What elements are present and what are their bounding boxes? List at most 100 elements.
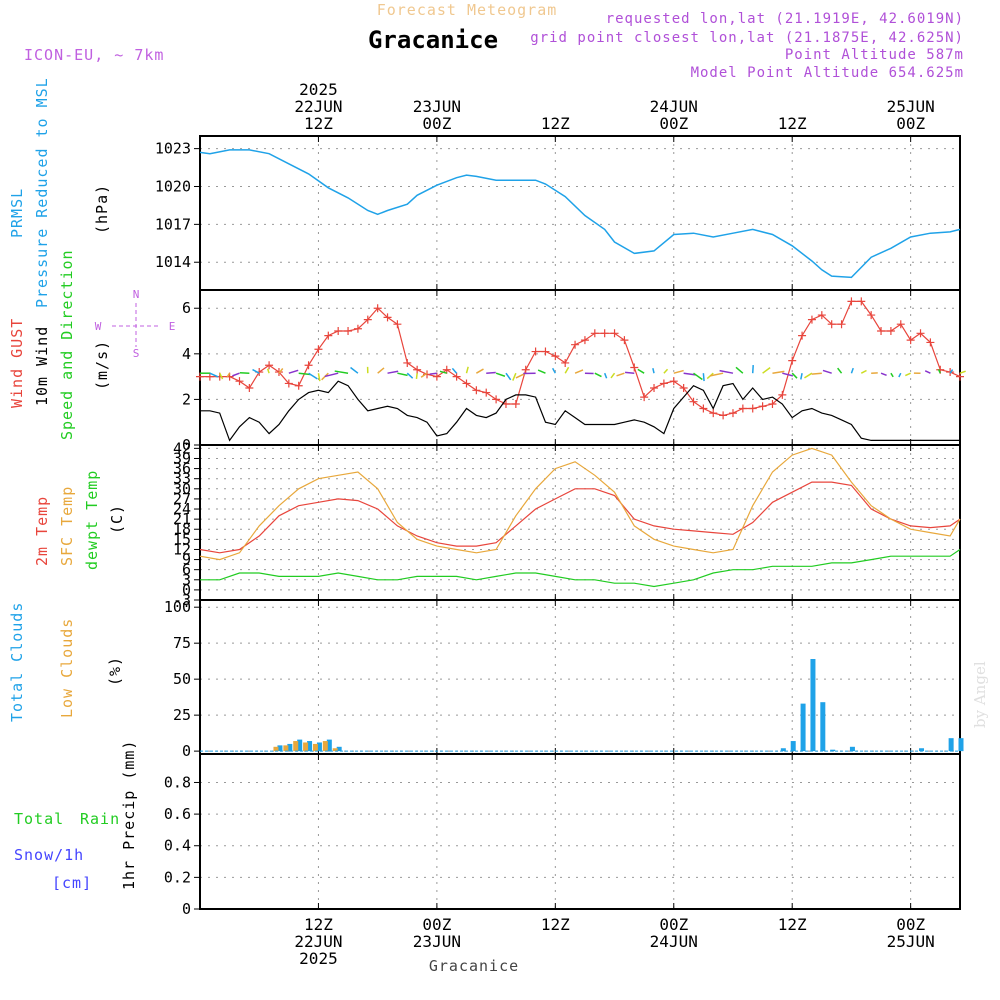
wind-arrow bbox=[937, 369, 941, 374]
wind-arrow bbox=[537, 369, 546, 374]
wind-arrow bbox=[702, 373, 705, 382]
wind-arrow bbox=[397, 372, 408, 377]
temp-tick-label: 24 bbox=[173, 500, 191, 518]
wind-arrow bbox=[663, 368, 669, 374]
temp-tick-label: 18 bbox=[173, 520, 191, 538]
wind-arrow bbox=[924, 370, 931, 374]
wind-arrow bbox=[377, 367, 385, 374]
top-time-label: 12Z bbox=[304, 114, 333, 133]
wind-arrow bbox=[298, 372, 311, 376]
wind-arrow bbox=[782, 372, 794, 377]
cloud-label-low: Low Clouds bbox=[58, 618, 76, 718]
gust-point bbox=[689, 397, 698, 406]
gust-point bbox=[768, 399, 777, 408]
cloud-tick-label: 75 bbox=[173, 634, 191, 652]
cloud-bar bbox=[830, 749, 836, 752]
gust-point bbox=[650, 384, 659, 393]
wind-arrow bbox=[406, 372, 414, 379]
temp-tick-label: 30 bbox=[173, 480, 191, 498]
cloud-labels: Total Clouds Low Clouds (%) bbox=[8, 602, 124, 722]
gust-point bbox=[709, 409, 718, 418]
wind-tick-label: 2 bbox=[182, 390, 191, 408]
precip-tick-label: 0.6 bbox=[164, 805, 191, 823]
gust-point bbox=[482, 388, 491, 397]
top-time-label: 22JUN bbox=[294, 97, 342, 116]
top-time-label: 00Z bbox=[659, 114, 688, 133]
precip-tick-label: 0.2 bbox=[164, 868, 191, 886]
wind-arrow bbox=[226, 372, 231, 378]
location-title: Gracanice bbox=[368, 26, 498, 54]
wind-arrow bbox=[334, 370, 349, 374]
precip-label-snow: Snow/1h bbox=[14, 846, 84, 864]
wind-arrow bbox=[551, 367, 556, 374]
wind-arrow bbox=[905, 372, 911, 377]
wind-arrow bbox=[252, 368, 260, 374]
wind-arrow bbox=[308, 372, 318, 380]
wind-arrow bbox=[415, 373, 418, 380]
point-altitude: Point Altitude 587m bbox=[785, 47, 964, 63]
footer-location: Gracanice bbox=[429, 957, 519, 975]
series-2m-temp bbox=[199, 481, 961, 554]
gust-point bbox=[679, 384, 688, 393]
gust-point bbox=[245, 384, 254, 393]
gust-point bbox=[610, 329, 619, 338]
plots: 10141017102010230246-3036912151821242730… bbox=[155, 80, 966, 968]
bottom-time-label: 00Z bbox=[896, 915, 925, 934]
gust-point bbox=[344, 327, 353, 336]
gust-point bbox=[403, 358, 412, 367]
credit: by Angel bbox=[971, 661, 989, 728]
top-time-label: 00Z bbox=[422, 114, 451, 133]
compass-s: S bbox=[133, 347, 140, 360]
cloud-bar bbox=[790, 741, 796, 752]
wind-arrow bbox=[232, 372, 240, 377]
wind-arrow bbox=[610, 372, 616, 379]
wind-arrow bbox=[512, 372, 517, 381]
requested-coords: requested lon,lat (21.1919E, 42.6019N) bbox=[606, 11, 964, 27]
temp-label-dewpt: dewpt Temp bbox=[83, 470, 101, 570]
gust-point bbox=[837, 320, 846, 329]
gust-point bbox=[758, 402, 767, 411]
cloud-bar bbox=[322, 741, 328, 752]
gust-point bbox=[867, 311, 876, 320]
cloud-bar bbox=[312, 743, 318, 752]
gust-point bbox=[956, 372, 964, 381]
pressure-label-prmsl: PRMSL bbox=[8, 188, 26, 238]
temp-tick-label: 15 bbox=[173, 530, 191, 548]
gust-point bbox=[788, 356, 797, 365]
cloud-bar bbox=[336, 746, 342, 752]
gust-point bbox=[472, 386, 481, 395]
gust-point bbox=[541, 347, 550, 356]
cloud-bar bbox=[849, 746, 855, 752]
precip-label-rain: Rain bbox=[80, 810, 120, 828]
gust-point bbox=[748, 404, 757, 413]
gust-point bbox=[827, 320, 836, 329]
wind-arrow bbox=[898, 372, 902, 378]
cloud-bar bbox=[287, 743, 293, 752]
wind-arrow bbox=[219, 372, 224, 380]
gust-point bbox=[314, 345, 323, 354]
temp-tick-label: 21 bbox=[173, 510, 191, 528]
temp-tick-label: 0 bbox=[182, 581, 191, 599]
wind-arrow bbox=[324, 372, 339, 378]
wind-arrow bbox=[625, 371, 635, 374]
series-sfc-temp bbox=[199, 447, 961, 561]
gust-point bbox=[857, 297, 866, 306]
gust-point bbox=[620, 336, 629, 345]
cloud-bar bbox=[297, 739, 303, 752]
top-time-label: 25JUN bbox=[887, 97, 935, 116]
gust-point bbox=[926, 338, 935, 347]
wind-arrow bbox=[616, 372, 625, 377]
gust-point bbox=[916, 329, 925, 338]
cloud-bar bbox=[326, 739, 332, 752]
wind-labels: Wind GUST 10m Wind Speed and Direction (… bbox=[8, 249, 175, 440]
gust-point bbox=[196, 372, 204, 381]
wind-tick-label: 0 bbox=[182, 436, 191, 454]
wind-arrow bbox=[594, 372, 602, 378]
wind-arrow bbox=[693, 372, 703, 381]
gust-point bbox=[373, 304, 382, 313]
bottom-time-label: 12Z bbox=[304, 915, 333, 934]
gust-point bbox=[363, 315, 372, 324]
wind-tick-label: 4 bbox=[182, 345, 191, 363]
gust-point bbox=[896, 320, 905, 329]
wind-arrow bbox=[652, 368, 655, 374]
